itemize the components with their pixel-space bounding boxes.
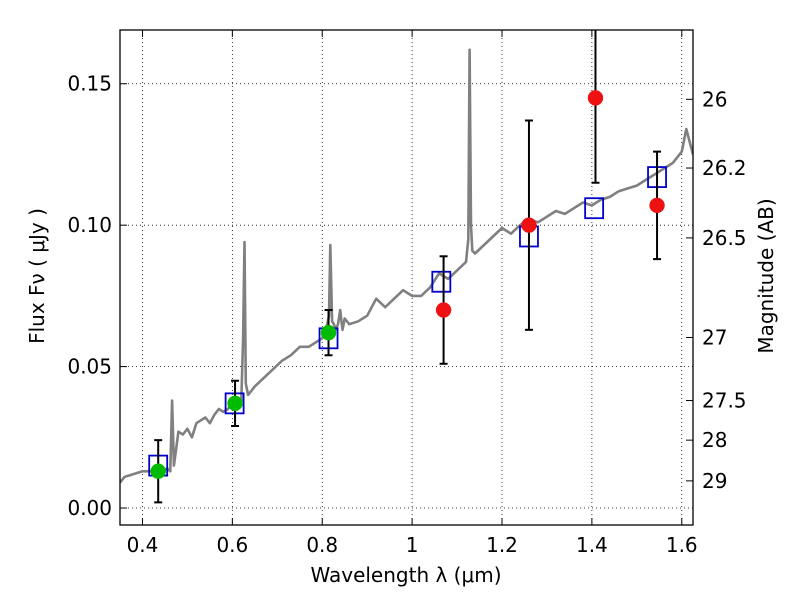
low-significance-point [521,217,537,233]
detection-point [320,324,337,341]
spectrum-line [120,48,693,484]
x-tick-label: 0.8 [306,533,338,557]
low-significance-point [587,90,604,106]
y-axis-title: Flux Fν ( μJy ) [25,208,49,344]
y-tick-label: 0.10 [67,213,112,237]
y-axis-right-title: Magnitude (AB) [754,198,778,353]
plot-frame [119,29,694,526]
x-axis-title: Wavelength λ (μm) [310,563,501,587]
plot-area [120,30,693,504]
y-right-tick-label: 26.2 [702,156,747,180]
x-tick-label: 1.6 [666,533,698,557]
y-tick-label: 0.05 [67,355,112,379]
axis-ticks: 0.4 0.6 0.8 1 1.2 1.4 1.6 0.00 0.05 0.10 0.15 26 26.… [67,30,747,557]
y-right-tick-label: 26 [702,87,727,111]
x-tick-label: 1 [406,533,419,557]
detection-point [227,395,243,412]
y-right-tick-label: 28 [702,428,727,452]
model-square-marker [584,197,605,220]
y-right-tick-label: 27 [702,325,727,349]
x-tick-label: 1.2 [486,533,518,557]
low-significance-point [649,197,665,214]
x-tick-label: 0.6 [216,533,248,557]
low-significance-point [435,302,452,318]
x-tick-label: 0.4 [127,533,159,557]
model-square-marker [431,270,452,293]
y-tick-label: 0.15 [67,72,112,96]
y-tick-label: 0.00 [67,496,112,520]
x-tick-label: 1.4 [576,533,608,557]
grid-lines [120,30,693,525]
y-right-tick-label: 26.5 [702,226,747,250]
y-right-tick-label: 29 [702,469,727,493]
detection-point [150,463,166,480]
y-right-tick-label: 27.5 [702,389,747,413]
